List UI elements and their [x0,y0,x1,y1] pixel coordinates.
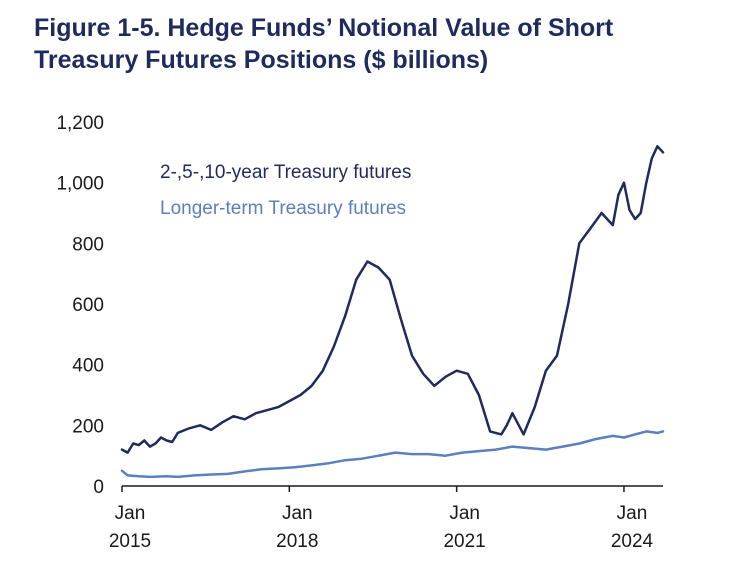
y-tick-label: 400 [72,356,104,377]
x-tick-label: Jan [282,503,313,524]
y-tick-label: 600 [72,295,104,316]
y-tick-label: 0 [93,477,104,498]
y-tick-label: 1,200 [56,113,104,134]
x-tick-label: Jan [617,503,648,524]
x-tick-label: Jan [115,503,146,524]
chart-title-line-1: Figure 1-5. Hedge Funds’ Notional Value … [34,14,614,42]
y-tick-label: 200 [72,416,104,437]
chart-title: Figure 1-5. Hedge Funds’ Notional Value … [34,12,724,76]
x-tick-label: 2015 [109,531,151,552]
x-tick-label: 2018 [276,531,318,552]
legend: 2-,5-,10-year Treasury futures Longer-ter… [160,162,411,219]
y-axis: 0 200 400 600 800 1,000 1,200 [56,113,104,498]
y-tick-label: 1,000 [56,174,104,195]
series-line-1 [120,145,665,454]
series-line-2 [120,430,665,479]
chart-title-line-2: Treasury Futures Positions ($ billions) [34,46,489,74]
legend-label-1: 2-,5-,10-year Treasury futures [160,162,411,183]
x-axis: Jan 2015 Jan 2018 Jan 2021 Jan 2024 [109,485,663,552]
x-tick-label: 2021 [443,531,485,552]
legend-label-2: Longer-term Treasury futures [160,198,406,219]
series-layer [120,145,665,479]
x-tick-label: 2024 [611,531,654,552]
x-tick-label: Jan [449,503,480,524]
y-tick-label: 800 [72,234,104,255]
